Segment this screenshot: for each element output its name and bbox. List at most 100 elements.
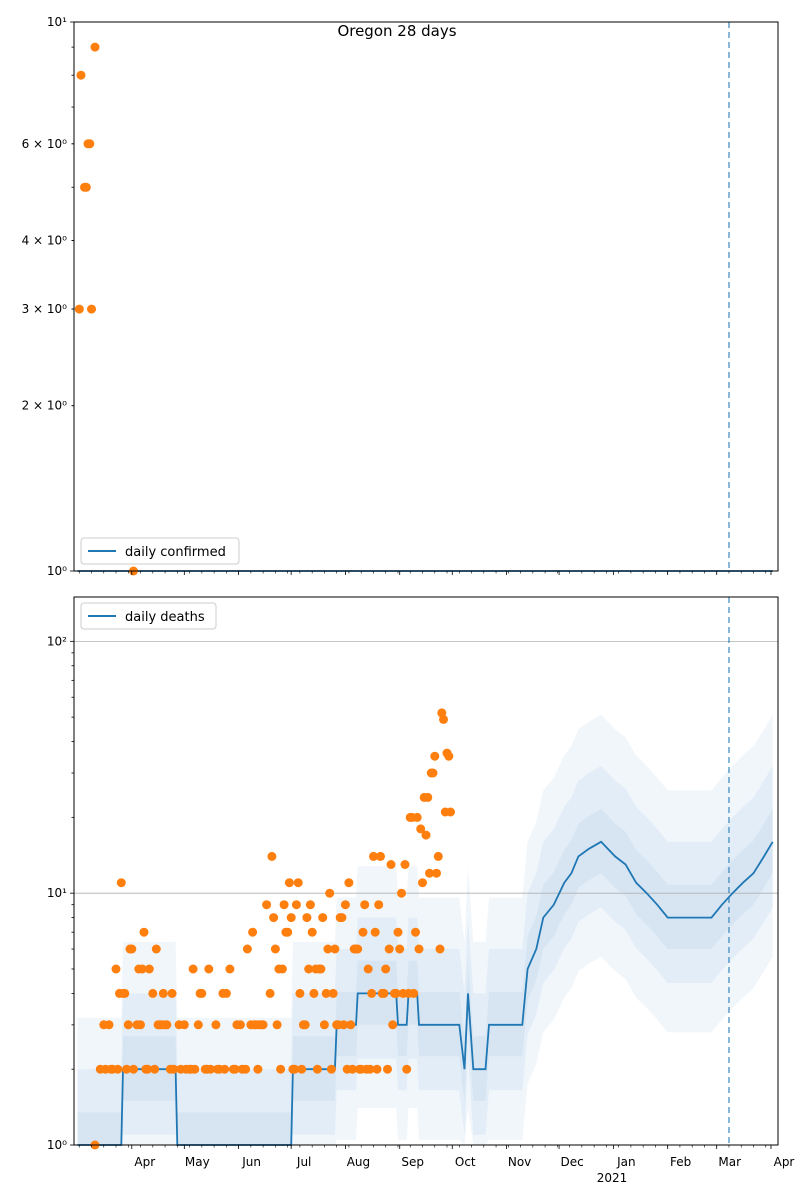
data-point	[363, 964, 373, 974]
y-tick-label: 10⁰	[47, 1138, 67, 1152]
data-point	[425, 868, 434, 878]
data-point	[307, 927, 317, 937]
data-point	[402, 1064, 412, 1074]
data-point	[221, 988, 231, 998]
data-point	[76, 70, 86, 80]
data-point	[304, 964, 314, 974]
data-point	[113, 1064, 123, 1074]
data-point	[309, 988, 319, 998]
data-point	[211, 1020, 221, 1030]
data-point	[381, 964, 391, 974]
x-tick-label: Mar	[718, 1155, 741, 1169]
data-point	[167, 988, 177, 998]
data-point	[428, 768, 438, 778]
data-point	[150, 1064, 160, 1074]
confirmed-y-ticks: 10⁰ 2 × 10⁰ 3 × 10⁰ 4 × 10⁰ 6 × 10⁰ 10¹	[22, 15, 772, 578]
confirmed-series	[74, 22, 773, 576]
chart-title: Oregon 28 days	[337, 22, 456, 40]
data-point	[143, 1064, 153, 1074]
data-point	[291, 900, 301, 910]
data-point	[169, 1064, 179, 1074]
data-point	[277, 964, 287, 974]
x-tick-label: Jan	[616, 1155, 636, 1169]
data-point	[416, 824, 426, 834]
y-tick-label: 10⁰	[47, 564, 67, 578]
data-point	[286, 913, 296, 923]
data-point	[87, 304, 96, 314]
data-point	[397, 888, 406, 898]
data-point	[104, 1020, 114, 1030]
data-point	[321, 988, 331, 998]
year-label: 2021	[597, 1171, 628, 1185]
data-point	[318, 913, 328, 923]
data-point	[353, 944, 363, 954]
data-point	[258, 1020, 268, 1030]
data-point	[432, 868, 441, 878]
data-point	[384, 944, 394, 954]
y-tick-label: 6 × 10⁰	[22, 137, 68, 151]
x-tick-label: Sep	[401, 1155, 424, 1169]
x-tick-label: Aug	[347, 1155, 370, 1169]
data-point	[369, 851, 378, 861]
x-tick-label: Nov	[508, 1155, 531, 1169]
data-point	[253, 1064, 263, 1074]
data-point	[344, 878, 354, 888]
data-point	[85, 139, 95, 149]
data-point	[388, 1020, 398, 1030]
data-point	[444, 751, 454, 761]
data-point	[122, 1064, 131, 1074]
confidence-band	[77, 714, 773, 1145]
data-point	[295, 988, 305, 998]
data-point	[302, 913, 312, 923]
data-point	[179, 1020, 189, 1030]
x-tick-label: Jul	[296, 1155, 311, 1169]
data-point	[305, 900, 315, 910]
data-point	[374, 900, 384, 910]
data-point	[81, 182, 91, 192]
data-point	[151, 944, 161, 954]
data-point	[337, 913, 347, 923]
data-point	[325, 888, 335, 898]
data-point	[412, 812, 422, 822]
data-point	[279, 900, 289, 910]
data-point	[409, 988, 419, 998]
data-point	[439, 714, 448, 724]
data-point	[367, 988, 377, 998]
data-point	[393, 927, 403, 937]
data-point	[284, 878, 294, 888]
data-point	[276, 1064, 286, 1074]
data-point	[297, 1064, 307, 1074]
data-point	[188, 964, 198, 974]
data-point	[148, 988, 158, 998]
data-point	[446, 807, 455, 817]
data-point	[137, 964, 147, 974]
data-point	[300, 1020, 310, 1030]
x-tick-label: Apr	[774, 1155, 795, 1169]
data-point	[158, 988, 168, 998]
deaths-panel: 10⁰ 10¹ 10² Apr May Jun Jul Aug Sep Oct Nov Dec Jan…	[47, 596, 795, 1185]
data-point	[193, 1020, 203, 1030]
confirmed-axes-frame	[73, 21, 779, 572]
data-point	[127, 944, 137, 954]
x-tick-label: May	[185, 1155, 210, 1169]
data-point	[328, 988, 338, 998]
data-point	[326, 1064, 336, 1074]
data-point	[370, 927, 380, 937]
data-point	[206, 1064, 216, 1074]
data-point	[290, 1064, 300, 1074]
data-point	[235, 1020, 245, 1030]
x-tick-label: Feb	[670, 1155, 691, 1169]
x-tick-label: Jun	[241, 1155, 261, 1169]
data-point	[204, 964, 214, 974]
data-point	[312, 1064, 322, 1074]
data-point	[319, 1020, 329, 1030]
x-tick-label: Oct	[455, 1155, 476, 1169]
data-point	[365, 1064, 375, 1074]
y-tick-label: 10²	[47, 634, 67, 648]
data-point	[358, 927, 368, 937]
data-point	[220, 1064, 230, 1074]
data-point	[395, 944, 405, 954]
deaths-bands	[77, 714, 773, 1145]
data-point	[242, 944, 252, 954]
